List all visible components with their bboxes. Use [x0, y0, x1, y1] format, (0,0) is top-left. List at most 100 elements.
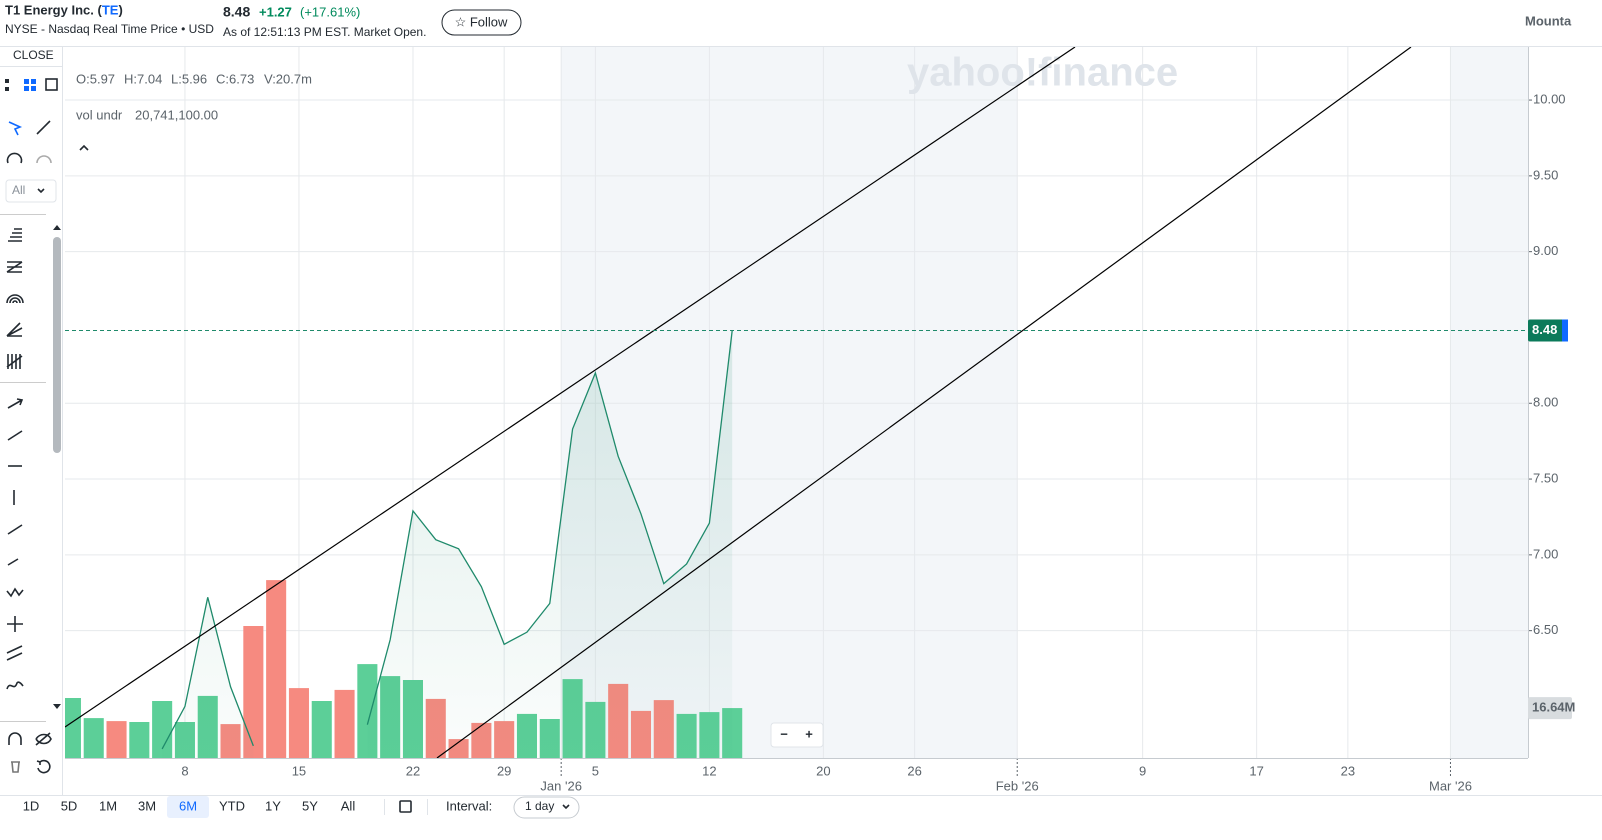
- y-tick-label: 9.50: [1533, 167, 1558, 182]
- tool[interactable]: [7, 616, 23, 632]
- x-tick-label: Feb '26: [996, 778, 1039, 793]
- timestamp: As of 12:51:13 PM EST. Market Open.: [223, 25, 426, 39]
- price: 8.48: [223, 4, 250, 20]
- current-volume-label: 16.64M: [1532, 700, 1575, 715]
- range-button[interactable]: 5Y: [302, 798, 318, 813]
- range-button[interactable]: YTD: [219, 798, 245, 813]
- range-button[interactable]: All: [341, 798, 356, 813]
- ohlc-close: C:6.73: [216, 71, 254, 86]
- tool[interactable]: [7, 430, 23, 441]
- filter-select[interactable]: [5, 179, 57, 203]
- interval-value[interactable]: 1 day: [525, 799, 554, 813]
- y-tick-label: 7.00: [1533, 546, 1558, 561]
- x-tick-label: 9: [1139, 763, 1146, 778]
- interval-label: Interval:: [446, 798, 492, 813]
- icon[interactable]: [36, 155, 52, 164]
- range-button[interactable]: 1M: [99, 798, 117, 813]
- icon[interactable]: [5, 79, 9, 83]
- study-name[interactable]: vol undr: [76, 107, 123, 122]
- ohlc-low: L:5.96: [171, 71, 207, 86]
- current-price-box: [1528, 319, 1566, 342]
- current-volume-box: [1528, 697, 1572, 720]
- tool[interactable]: [7, 558, 19, 566]
- tool[interactable]: [36, 759, 51, 774]
- tool[interactable]: [8, 732, 22, 745]
- drawings: [65, 47, 1412, 758]
- drawing-tools: [0, 214, 61, 774]
- calendar-icon[interactable]: [399, 800, 412, 813]
- x-tick-label: 29: [497, 763, 511, 778]
- range-button[interactable]: 6M: [179, 798, 197, 813]
- icon[interactable]: [36, 120, 51, 135]
- x-tick-label: 22: [406, 763, 420, 778]
- x-tick-label: 15: [292, 763, 306, 778]
- x-tick-label: 12: [702, 763, 716, 778]
- zoom-out[interactable]: −: [780, 726, 788, 741]
- ohlc-open: O:5.97: [76, 71, 115, 86]
- icon[interactable]: [8, 121, 23, 136]
- volume-bar: [243, 626, 264, 758]
- tool[interactable]: [6, 645, 23, 661]
- icon[interactable]: [31, 79, 36, 84]
- range-button[interactable]: 1D: [23, 798, 40, 813]
- y-tick-label: 8.00: [1533, 395, 1558, 410]
- tool[interactable]: [7, 398, 24, 409]
- x-tick-label: 5: [592, 763, 599, 778]
- tool-icons: [5, 78, 58, 203]
- icon[interactable]: [24, 79, 29, 84]
- company: T1 Energy Inc. (: [5, 2, 102, 17]
- follow-button[interactable]: [441, 9, 522, 36]
- volume-bar: [83, 718, 104, 758]
- follow-label[interactable]: ☆ Follow: [455, 14, 508, 29]
- range-button[interactable]: 5D: [61, 798, 78, 813]
- month-shade: [1450, 47, 1528, 758]
- collapse-icon[interactable]: [79, 144, 89, 151]
- tool[interactable]: [6, 681, 24, 690]
- plot: [65, 330, 743, 758]
- filter-label[interactable]: All: [12, 183, 25, 197]
- dropdown-icon: [562, 804, 570, 810]
- ticker[interactable]: TE: [102, 2, 119, 17]
- icon[interactable]: [31, 86, 36, 91]
- trend-line[interactable]: [436, 47, 1412, 758]
- scroll-thumb[interactable]: [53, 237, 61, 453]
- tool[interactable]: [6, 322, 23, 337]
- tool[interactable]: [8, 228, 22, 242]
- exchange: NYSE - Nasdaq Real Time Price • USD: [5, 22, 214, 36]
- tool[interactable]: [7, 524, 23, 535]
- x-tick-label: 17: [1249, 763, 1263, 778]
- volume-bar: [288, 688, 309, 758]
- tool[interactable]: [6, 354, 23, 369]
- tool[interactable]: [6, 587, 24, 598]
- tool[interactable]: [35, 732, 52, 746]
- volume-bar: [129, 722, 150, 758]
- paren: ): [118, 2, 122, 17]
- current-price-tab: [1562, 319, 1568, 342]
- timezone[interactable]: Mounta: [1525, 13, 1572, 28]
- x-tick-label: 23: [1341, 763, 1355, 778]
- change-pct: (+17.61%): [300, 4, 360, 19]
- range-active-bg: [167, 796, 209, 818]
- trend-line[interactable]: [65, 47, 1076, 728]
- range-button[interactable]: 3M: [138, 798, 156, 813]
- ohlc-volume: V:20.7m: [264, 71, 312, 86]
- icon[interactable]: [24, 86, 29, 91]
- interval-select[interactable]: [513, 796, 580, 819]
- zoom-box: [770, 722, 824, 748]
- icon[interactable]: [5, 87, 9, 91]
- y-tick-label: 7.50: [1533, 470, 1558, 485]
- zoom-in[interactable]: +: [805, 726, 813, 741]
- icon[interactable]: [6, 152, 23, 164]
- x-tick-label: 8: [181, 763, 188, 778]
- tool[interactable]: [11, 761, 20, 773]
- study-value: 20,741,100.00: [135, 107, 218, 122]
- close-button[interactable]: CLOSE: [13, 48, 54, 62]
- volume-bar: [65, 698, 81, 758]
- y-tick-label: 10.00: [1533, 91, 1566, 106]
- icon[interactable]: [45, 78, 58, 91]
- range-button[interactable]: 1Y: [265, 798, 281, 813]
- tool[interactable]: [6, 261, 23, 273]
- x-tick-label: Mar '26: [1429, 778, 1472, 793]
- legend: O:5.97 H:7.04 L:5.96 C:6.73 V:20.7m vol …: [76, 71, 312, 151]
- tool[interactable]: [6, 294, 24, 304]
